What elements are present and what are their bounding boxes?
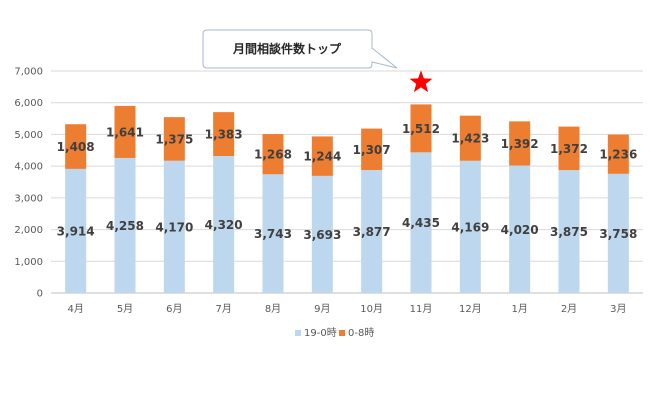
- x-tick-label: 2月: [561, 303, 577, 315]
- bar-segment-19-0: [114, 157, 136, 293]
- bar-segment-19-0: [163, 160, 185, 293]
- x-tick-label: 12月: [459, 303, 482, 315]
- data-label: 4,169: [451, 220, 489, 234]
- y-tick-label: 5,000: [14, 130, 43, 141]
- bar-segment-0-8: [65, 124, 87, 169]
- legend-swatch: [339, 330, 345, 336]
- bar-segment-0-8: [509, 121, 531, 166]
- bar-segment-19-0: [410, 152, 432, 293]
- bar-segment-19-0: [311, 175, 333, 293]
- legend: 19-0時 0-8時: [295, 327, 374, 339]
- y-axis: 0 1,000 2,000 3,000 4,000 5,000 6,000 7,000: [14, 67, 43, 300]
- bar-segment-19-0: [65, 168, 87, 293]
- x-tick-label: 6月: [166, 303, 182, 315]
- bar-segment-19-0: [361, 170, 383, 293]
- data-label: 4,320: [205, 218, 243, 232]
- bar-segment-0-8: [607, 134, 629, 174]
- data-label: 4,258: [106, 219, 144, 233]
- legend-swatch: [295, 330, 301, 336]
- x-tick-label: 9月: [314, 303, 330, 315]
- bar-segment-0-8: [114, 105, 136, 158]
- data-label: 1,408: [57, 140, 95, 154]
- bar-segment-0-8: [558, 126, 580, 171]
- bar-segment-19-0: [509, 165, 531, 293]
- data-label: 1,268: [254, 148, 292, 162]
- data-label: 3,875: [550, 225, 588, 239]
- data-label: 3,693: [303, 228, 341, 242]
- bar-segment-0-8: [213, 112, 235, 156]
- callout-text: 月間相談件数トップ: [232, 41, 342, 56]
- data-label: 3,877: [353, 225, 391, 239]
- x-tick-label: 10月: [360, 303, 383, 315]
- bar-segment-0-8: [459, 115, 481, 161]
- data-label: 3,758: [599, 227, 637, 241]
- x-tick-label: 5月: [117, 303, 133, 315]
- x-tick-label: 11月: [410, 303, 433, 315]
- annotation-callout: 月間相談件数トップ: [202, 29, 398, 69]
- bar-segment-0-8: [311, 136, 333, 176]
- data-label: 1,641: [106, 125, 144, 139]
- bar-segment-0-8: [410, 104, 432, 153]
- y-tick-label: 1,000: [14, 257, 43, 268]
- data-label: 1,236: [599, 148, 637, 162]
- y-tick-label: 4,000: [14, 162, 43, 173]
- data-label: 1,372: [550, 142, 588, 156]
- star-icon: [409, 70, 433, 93]
- legend-label: 19-0時: [304, 327, 337, 339]
- y-tick-label: 2,000: [14, 225, 43, 236]
- data-label: 4,020: [501, 223, 539, 237]
- bar-segment-19-0: [213, 155, 235, 293]
- x-tick-label: 4月: [67, 303, 83, 315]
- x-tick-label: 1月: [511, 303, 527, 315]
- data-label: 1,307: [353, 143, 391, 157]
- gridlines: [51, 70, 643, 294]
- x-tick-label: 7月: [215, 303, 231, 315]
- bar-segment-19-0: [262, 174, 284, 293]
- data-label: 1,244: [303, 150, 341, 164]
- data-label: 3,743: [254, 227, 292, 241]
- data-label: 1,392: [501, 137, 539, 151]
- legend-label: 0-8時: [348, 327, 374, 339]
- y-tick-label: 6,000: [14, 98, 43, 109]
- x-tick-label: 8月: [265, 303, 281, 315]
- data-label: 4,435: [402, 216, 440, 230]
- y-tick-label: 7,000: [14, 67, 43, 78]
- callout-bubble: [202, 29, 398, 69]
- star-icon-shape: [409, 70, 433, 93]
- y-tick-label: 0: [37, 289, 43, 300]
- data-label: 4,170: [155, 220, 193, 234]
- bar-segment-19-0: [459, 160, 481, 293]
- bar-segment-0-8: [262, 134, 284, 175]
- bar-segment-0-8: [163, 117, 185, 161]
- data-label: 1,375: [155, 132, 193, 146]
- bars: 3,914 1,408 4,258 1,641 4,170 1,375 4,320 1,383…: [57, 104, 637, 293]
- bar-segment-0-8: [361, 128, 383, 171]
- x-tick-label: 3月: [610, 303, 626, 315]
- data-label: 1,423: [451, 132, 489, 146]
- data-label: 1,383: [205, 128, 243, 142]
- y-tick-label: 3,000: [14, 193, 43, 204]
- x-axis: 4月 5月 6月 7月 8月 9月 10月 11月 12月 1月 2月 3月: [67, 303, 626, 315]
- bar-segment-19-0: [558, 170, 580, 293]
- data-label: 1,512: [402, 122, 440, 136]
- bar-segment-19-0: [607, 173, 629, 293]
- data-label: 3,914: [57, 224, 95, 238]
